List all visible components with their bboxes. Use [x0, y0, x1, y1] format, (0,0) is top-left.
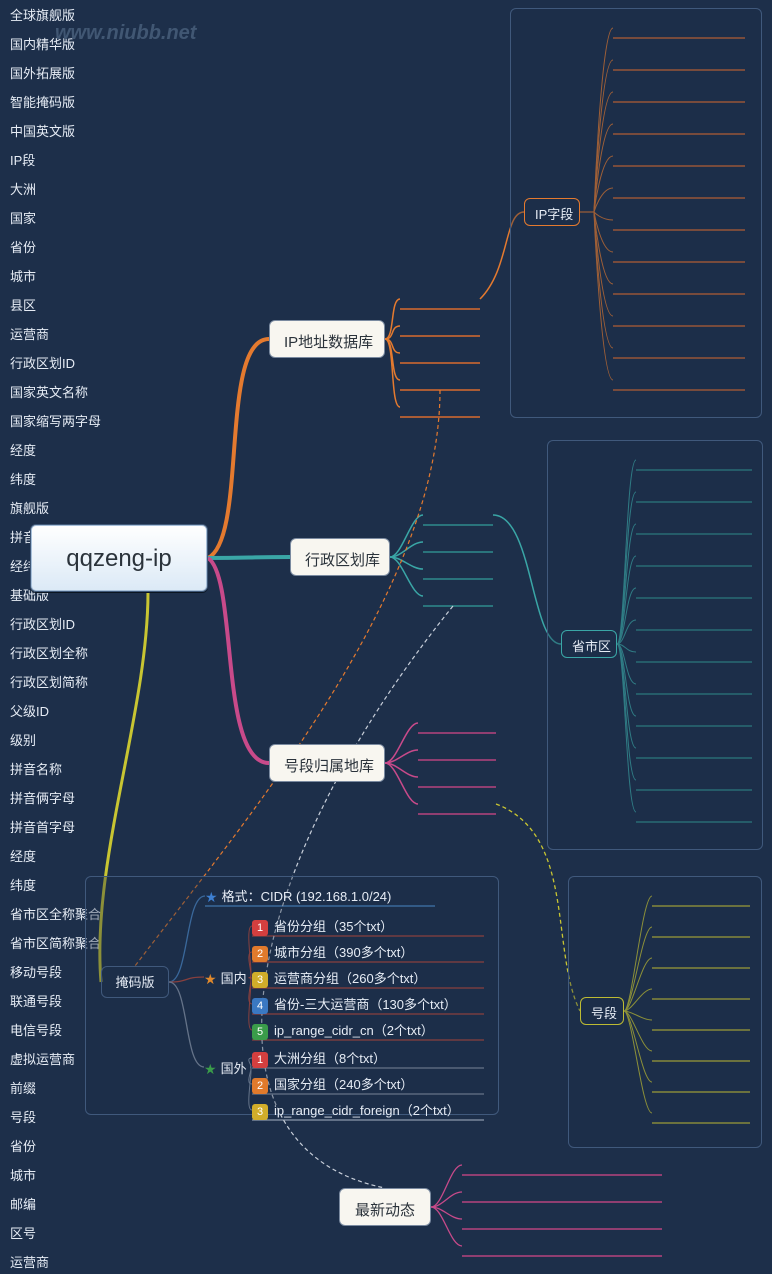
mask-domestic-item: 3运营商分组（260多个txt） [252, 968, 426, 988]
mask-foreign-item: 2国家分组（240多个txt） [252, 1074, 413, 1094]
mask-foreign-item: 1大洲分组（8个txt） [252, 1048, 386, 1068]
mask-domestic-item: 2城市分组（390多个txt） [252, 942, 413, 962]
branch-segment: 号段归属地库 [269, 744, 385, 782]
ip-field-label: IP字段 [524, 198, 580, 226]
root-node: qqzeng-ip [30, 524, 208, 592]
mask-domestic-item: 5ip_range_cidr_cn（2个txt） [252, 1020, 434, 1040]
branch-admin: 行政区划库 [290, 538, 390, 576]
mask-domestic-label: ★国内 [204, 968, 247, 988]
mask-domestic-item: 1省份分组（35个txt） [252, 916, 393, 936]
mask-domestic-item: 4省份-三大运营商（130多个txt） [252, 994, 457, 1014]
mask-foreign-label: ★国外 [204, 1058, 247, 1078]
mask-format: ★格式：CIDR (192.168.1.0/24) [205, 886, 391, 906]
mask-foreign-item: 3ip_range_cidr_foreign（2个txt） [252, 1100, 460, 1120]
branch-mask: 掩码版 [101, 966, 169, 998]
region-label: 省市区 [561, 630, 617, 658]
branch-latest: 最新动态 [339, 1188, 431, 1226]
seg-field-label: 号段 [580, 997, 624, 1025]
branch-ip_db: IP地址数据库 [269, 320, 385, 358]
